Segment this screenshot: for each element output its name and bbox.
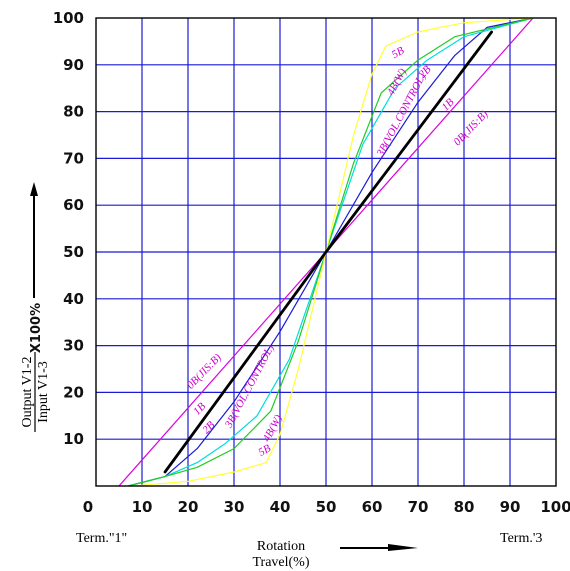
y-axis-arrow-head (30, 182, 38, 196)
x-tick-label: 60 (362, 498, 383, 516)
curve-label: 0B(JIS:B) (451, 108, 490, 148)
y-tick-label: 20 (63, 383, 84, 401)
x-tick-label: 0 (83, 498, 93, 516)
x-tick-label: 80 (454, 498, 475, 516)
y-tick-label: 100 (53, 9, 84, 27)
x-tick-label: 50 (316, 498, 337, 516)
curve-label: 5B (390, 44, 407, 61)
y-tick-label: 60 (63, 196, 84, 214)
curve-label: 5B (256, 442, 273, 459)
x-axis-arrow-head (388, 544, 418, 551)
x-axis-label-line2: Travel(%) (252, 555, 309, 570)
x-tick-label: 30 (224, 498, 245, 516)
x-tick-label: 70 (408, 498, 429, 516)
y-tick-label: 80 (63, 103, 84, 121)
y-tick-label: 50 (63, 243, 84, 261)
plot-frame (95, 17, 557, 487)
curve-4b (127, 18, 534, 486)
y-axis-label: Output V1-2 Input V1-3 X100% (20, 182, 51, 432)
x-tick-label: 40 (270, 498, 291, 516)
y-tick-label: 10 (63, 430, 84, 448)
y-axis-multiplier: X100% (29, 303, 44, 353)
grid (96, 18, 556, 486)
curve-label: 0B(JIS:B) (185, 351, 224, 391)
x-tick-label: 20 (178, 498, 199, 516)
y-axis-label-numerator: Output V1-2 (20, 357, 35, 428)
y-tick-label: 70 (63, 149, 84, 167)
x-start-label: Term."1" (76, 531, 127, 546)
plot-border (95, 17, 557, 487)
x-tick-label: 100 (540, 498, 570, 516)
x-axis-label-line1: Rotation (257, 539, 305, 554)
x-end-label: Term.'3 (500, 531, 542, 546)
y-tick-label: 40 (63, 290, 84, 308)
curve-1b (163, 30, 493, 474)
curve-3b (127, 18, 534, 486)
x-tick-label: 90 (500, 498, 521, 516)
y-tick-label: 90 (63, 56, 84, 74)
y-axis-label-denominator: Input V1-3 (36, 361, 51, 423)
tick-labels: 0 10 20 30 40 50 60 70 80 90 100 10 20 30 40 50 60 70 80 90… (53, 9, 570, 516)
taper-curves (118, 18, 534, 486)
x-tick-label: 10 (132, 498, 153, 516)
y-tick-label: 30 (63, 337, 84, 355)
